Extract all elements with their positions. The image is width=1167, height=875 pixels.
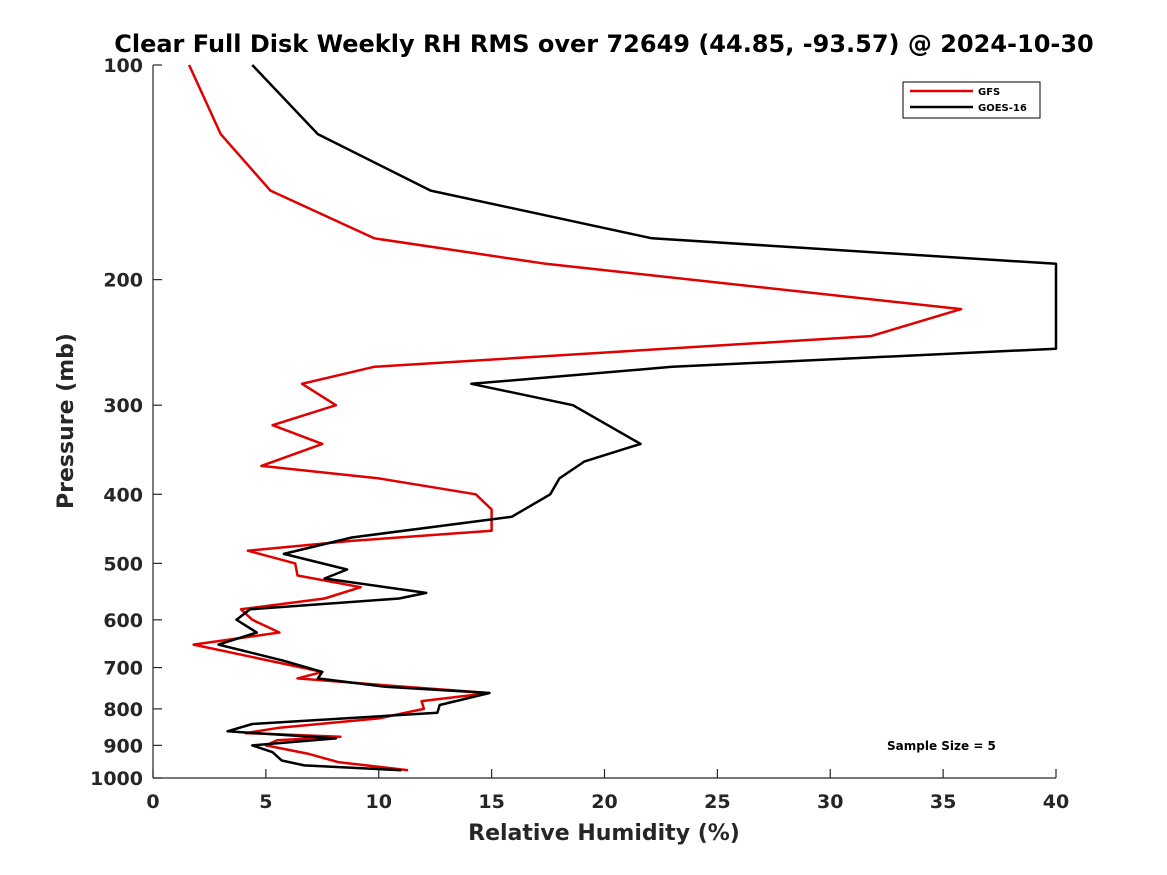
x-tick-label: 25 bbox=[704, 791, 730, 813]
y-tick-label: 1000 bbox=[90, 768, 143, 790]
legend-label-goes16: GOES-16 bbox=[978, 103, 1027, 114]
x-tick-label: 15 bbox=[478, 791, 504, 813]
plot-area: 0 5 10 15 20 25 30 35 40 100 200 300 400 500 600 700 80… bbox=[90, 55, 1069, 813]
y-tick-label: 900 bbox=[103, 735, 143, 757]
y-tick-label: 200 bbox=[103, 270, 143, 292]
y-tick-label: 600 bbox=[103, 610, 143, 632]
sample-size-annotation: Sample Size = 5 bbox=[887, 739, 996, 753]
y-tick-label: 300 bbox=[103, 395, 143, 417]
x-tick-label: 10 bbox=[366, 791, 392, 813]
legend-box bbox=[902, 81, 1041, 119]
x-tick-label: 40 bbox=[1043, 791, 1069, 813]
y-tick-label: 100 bbox=[103, 55, 143, 77]
y-tick-label: 500 bbox=[103, 553, 143, 575]
x-tick-label: 30 bbox=[817, 791, 843, 813]
series-lines bbox=[187, 64, 1058, 772]
legend-label-gfs: GFS bbox=[978, 87, 1000, 98]
x-tick-label: 5 bbox=[259, 791, 272, 813]
x-tick-label: 0 bbox=[146, 791, 159, 813]
y-axis-label: Pressure (mb) bbox=[54, 333, 79, 509]
legend: GFS GOES-16 bbox=[902, 81, 1041, 119]
series-line-goes16 bbox=[217, 64, 1058, 772]
x-tick-label: 20 bbox=[591, 791, 617, 813]
series-line-gfs bbox=[187, 64, 963, 772]
chart-title: Clear Full Disk Weekly RH RMS over 72649… bbox=[114, 30, 1094, 58]
x-axis-ticks: 0 5 10 15 20 25 30 35 40 bbox=[146, 769, 1069, 813]
axes-box bbox=[153, 65, 1056, 778]
y-tick-label: 800 bbox=[103, 699, 143, 721]
y-tick-label: 400 bbox=[103, 484, 143, 506]
y-axis-ticks: 100 200 300 400 500 600 700 800 900 1000 bbox=[90, 55, 162, 790]
x-tick-label: 35 bbox=[930, 791, 956, 813]
y-tick-label: 700 bbox=[103, 658, 143, 680]
x-axis-label: Relative Humidity (%) bbox=[468, 821, 740, 846]
